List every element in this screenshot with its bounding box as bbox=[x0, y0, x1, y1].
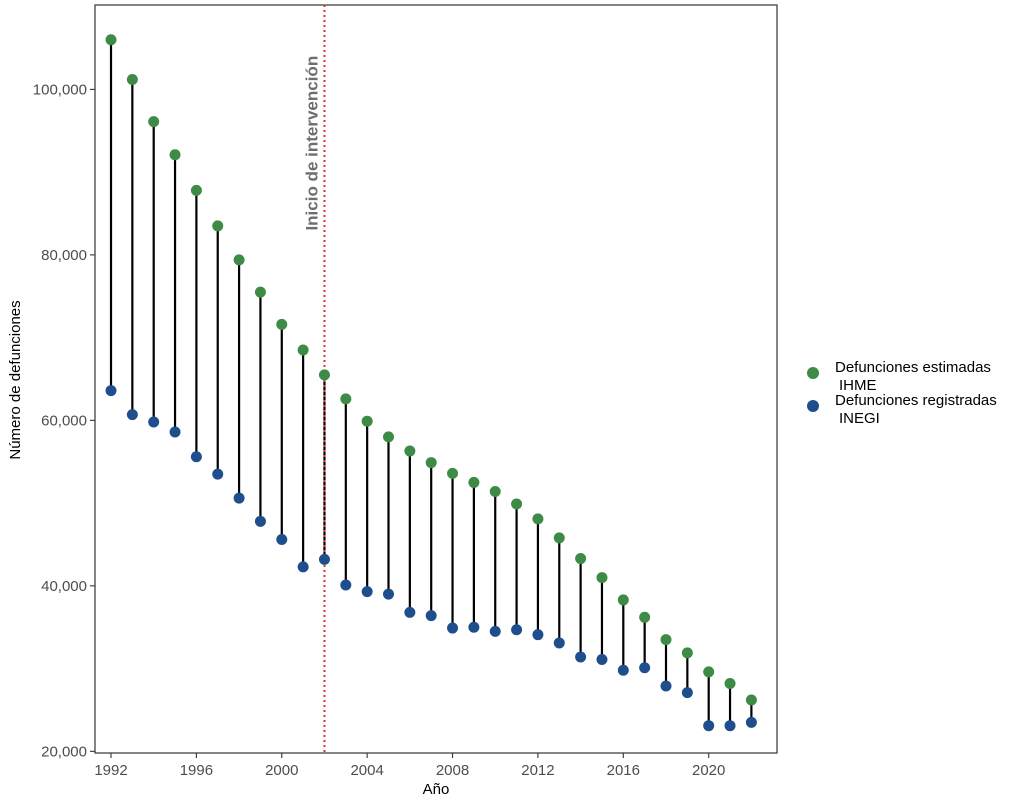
inegi-point-1993 bbox=[126, 409, 138, 421]
ihme-point-2017 bbox=[639, 611, 651, 623]
points bbox=[105, 34, 757, 732]
inegi-point-1995 bbox=[169, 426, 181, 438]
y-axis-title: Número de defunciones bbox=[7, 300, 24, 459]
ihme-point-2004 bbox=[361, 415, 373, 427]
y-tick-label: 20,000 bbox=[41, 743, 87, 760]
x-axis: 1992 1996 2000 2004 2008 2012 2016 2020 bbox=[94, 753, 725, 779]
x-tick-label: 2020 bbox=[692, 762, 725, 779]
inegi-point-2002 bbox=[318, 553, 330, 565]
legend-label-1-line2: INEGI bbox=[839, 410, 880, 427]
x-tick-label: 2004 bbox=[350, 762, 383, 779]
ihme-point-2018 bbox=[660, 634, 672, 646]
ihme-point-2003 bbox=[340, 393, 352, 405]
ihme-point-2006 bbox=[404, 445, 416, 457]
inegi-point-2009 bbox=[468, 621, 480, 633]
x-tick-label: 2016 bbox=[607, 762, 640, 779]
inegi-point-2015 bbox=[596, 654, 608, 665]
segments bbox=[109, 39, 753, 726]
ihme-point-2021 bbox=[724, 677, 736, 689]
ihme-point-2019 bbox=[681, 647, 693, 659]
ihme-point-2014 bbox=[575, 553, 587, 565]
inegi-point-2014 bbox=[575, 651, 587, 663]
inegi-point-2011 bbox=[511, 624, 523, 636]
x-tick-label: 2000 bbox=[265, 762, 298, 779]
x-tick-label: 1992 bbox=[94, 762, 127, 779]
inegi-point-1998 bbox=[233, 492, 245, 504]
ihme-point-1996 bbox=[190, 184, 202, 196]
y-axis: 20,000 40,000 60,000 80,000 100,000 bbox=[33, 81, 95, 760]
inegi-point-2006 bbox=[404, 606, 416, 618]
inegi-point-2016 bbox=[617, 664, 629, 676]
inegi-point-2010 bbox=[489, 625, 501, 637]
ihme-point-2001 bbox=[297, 344, 309, 356]
ihme-point-2009 bbox=[468, 476, 480, 488]
inegi-point-2019 bbox=[681, 687, 693, 699]
ihme-point-2008 bbox=[447, 467, 459, 479]
ihme-point-2016 bbox=[617, 594, 629, 606]
ihme-point-1997 bbox=[212, 220, 224, 232]
y-tick-label: 60,000 bbox=[41, 412, 87, 429]
x-tick-label: 2012 bbox=[521, 762, 554, 779]
x-tick-label: 2008 bbox=[436, 762, 469, 779]
ihme-point-2010 bbox=[489, 486, 501, 498]
ihme-point-2011 bbox=[511, 498, 523, 510]
ihme-point-2013 bbox=[553, 532, 565, 544]
inegi-point-2018 bbox=[660, 680, 672, 692]
x-axis-title: Año bbox=[423, 781, 450, 798]
ihme-point-1993 bbox=[126, 73, 138, 85]
legend-label-1-line1: Defunciones registradas bbox=[835, 392, 997, 409]
inegi-point-1999 bbox=[254, 515, 266, 527]
ihme-point-2000 bbox=[276, 318, 288, 330]
ihme-point-2020 bbox=[703, 666, 715, 678]
y-tick-label: 100,000 bbox=[33, 81, 87, 98]
ihme-point-1994 bbox=[148, 116, 160, 128]
inegi-point-2001 bbox=[297, 561, 309, 573]
inegi-point-2004 bbox=[361, 586, 373, 598]
inegi-point-2022 bbox=[745, 716, 757, 728]
inegi-point-2021 bbox=[724, 720, 736, 732]
inegi-point-2005 bbox=[383, 588, 395, 600]
inegi-point-2008 bbox=[447, 622, 459, 634]
inegi-point-2003 bbox=[340, 579, 352, 591]
ihme-point-2015 bbox=[596, 572, 608, 584]
ihme-point-2012 bbox=[532, 513, 544, 525]
inegi-point-2000 bbox=[276, 534, 288, 546]
x-tick-label: 1996 bbox=[180, 762, 213, 779]
ihme-point-2005 bbox=[383, 431, 395, 443]
legend-label-0-line1: Defunciones estimadas bbox=[835, 359, 991, 376]
y-tick-label: 40,000 bbox=[41, 578, 87, 595]
inegi-point-1996 bbox=[190, 451, 202, 463]
legend-label-0-line2: IHME bbox=[839, 377, 877, 394]
ihme-point-2002 bbox=[318, 369, 330, 381]
inegi-point-2007 bbox=[425, 610, 437, 622]
inegi-point-1997 bbox=[212, 468, 224, 480]
inegi-point-2017 bbox=[639, 662, 651, 674]
ihme-point-1992 bbox=[105, 34, 117, 46]
plot-panel bbox=[94, 4, 778, 754]
inegi-point-1994 bbox=[148, 416, 160, 428]
ihme-point-2007 bbox=[425, 457, 437, 469]
legend-key-1 bbox=[807, 400, 819, 412]
ihme-point-1998 bbox=[233, 254, 245, 266]
intervention-annotation: Inicio de intervención bbox=[302, 56, 321, 231]
y-tick-label: 80,000 bbox=[41, 247, 87, 264]
ihme-point-1995 bbox=[169, 149, 181, 161]
ihme-point-2022 bbox=[745, 694, 757, 706]
legend-key-0 bbox=[807, 367, 819, 379]
inegi-point-1992 bbox=[105, 385, 117, 397]
inegi-point-2020 bbox=[703, 720, 715, 732]
inegi-point-2012 bbox=[532, 629, 544, 641]
inegi-point-2013 bbox=[553, 637, 565, 649]
ihme-point-1999 bbox=[254, 286, 266, 298]
